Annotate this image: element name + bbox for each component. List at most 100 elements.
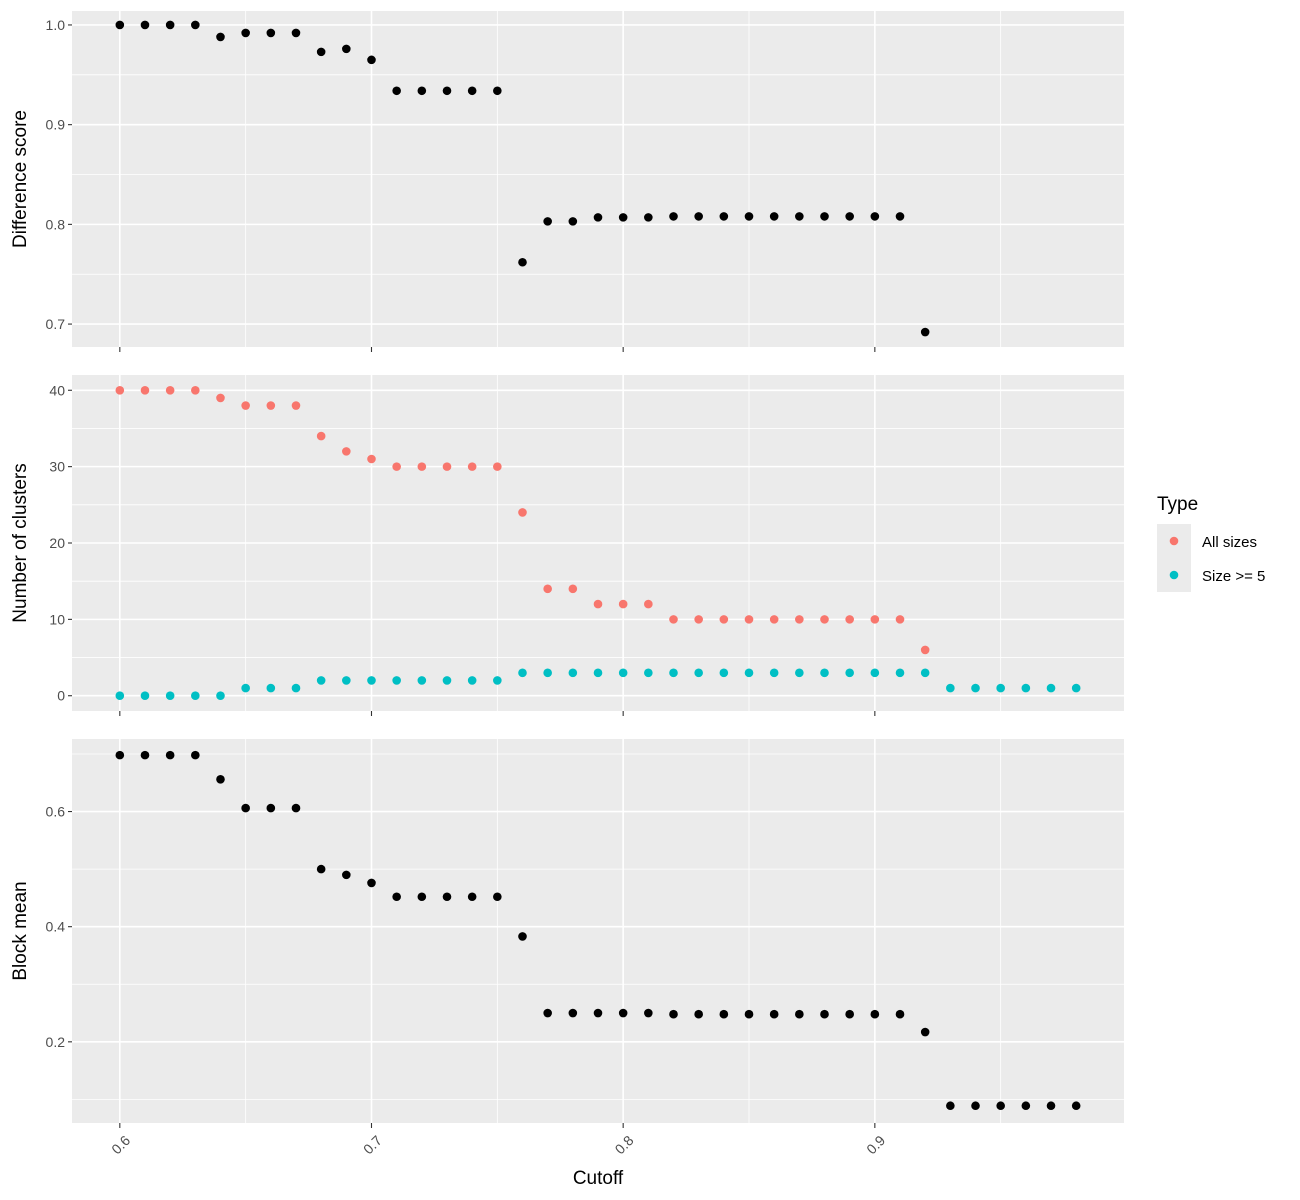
legend-swatch — [1169, 536, 1179, 546]
panel-2: 0 10 20 30 40 Number of clusters — [10, 375, 1124, 716]
data-point — [291, 28, 301, 38]
data-point — [216, 774, 225, 784]
data-point — [493, 676, 502, 685]
y-tick-label: 0.4 — [46, 919, 66, 935]
data-point — [669, 668, 678, 678]
data-point — [845, 615, 854, 624]
data-point — [216, 393, 225, 403]
y-tick-label: 1.0 — [46, 17, 66, 33]
data-point — [467, 462, 477, 471]
data-point — [417, 676, 427, 685]
panel-background — [72, 739, 1124, 1123]
data-point — [996, 683, 1005, 693]
data-point — [769, 615, 779, 624]
data-point — [493, 462, 502, 471]
data-point — [392, 676, 401, 685]
y-tick-label: 0.9 — [46, 117, 66, 133]
data-point — [216, 691, 225, 701]
data-point — [140, 691, 150, 701]
data-point — [1071, 1101, 1081, 1111]
data-point — [467, 892, 477, 902]
series-1 — [115, 750, 1081, 1111]
data-point — [795, 1009, 804, 1019]
y-axis-title: Number of clusters — [10, 463, 31, 622]
data-point — [115, 20, 125, 30]
data-point — [1071, 683, 1081, 693]
data-point — [165, 20, 175, 30]
data-point — [870, 615, 880, 624]
data-point — [367, 454, 376, 464]
x-tick-label: 0.9 — [863, 1132, 888, 1157]
y-tick-label: 0.8 — [46, 216, 66, 232]
data-point — [518, 257, 527, 267]
panel-3: 0.2 0.4 0.6 Block mean — [10, 739, 1124, 1128]
data-point — [593, 668, 603, 678]
data-point — [191, 750, 200, 760]
data-point — [669, 1009, 678, 1019]
data-point — [820, 668, 829, 678]
data-point — [895, 1009, 905, 1019]
data-point — [291, 683, 301, 693]
data-point — [795, 212, 804, 221]
data-point — [996, 1101, 1005, 1111]
data-point — [442, 892, 452, 902]
data-point — [769, 212, 779, 221]
data-point — [920, 327, 930, 337]
y-tick-label: 30 — [49, 459, 65, 475]
data-point — [392, 892, 401, 902]
data-point — [417, 86, 427, 96]
data-point — [971, 683, 980, 693]
data-point — [644, 1008, 653, 1018]
data-point — [316, 47, 326, 57]
data-point — [518, 932, 527, 941]
data-point — [1046, 683, 1056, 693]
data-point — [820, 615, 829, 624]
data-point — [342, 870, 351, 880]
data-point — [971, 1101, 980, 1111]
data-point — [644, 599, 653, 609]
data-point — [920, 1027, 930, 1037]
data-point — [191, 691, 200, 701]
data-point — [367, 676, 376, 685]
data-point — [1021, 1101, 1031, 1111]
data-point — [417, 462, 427, 471]
data-point — [140, 385, 150, 395]
data-point — [618, 1008, 628, 1018]
data-point — [140, 750, 150, 760]
data-point — [467, 676, 477, 685]
y-axis-title: Difference score — [10, 110, 31, 248]
data-point — [694, 615, 703, 624]
x-tick-label: 0.8 — [612, 1132, 637, 1157]
data-point — [568, 1008, 578, 1018]
data-point — [820, 212, 829, 221]
data-point — [719, 615, 729, 624]
data-point — [115, 691, 125, 701]
data-point — [115, 385, 125, 395]
data-point — [241, 28, 250, 38]
data-point — [266, 683, 276, 693]
x-tick-label: 0.7 — [360, 1132, 385, 1157]
data-point — [719, 1009, 729, 1019]
data-point — [669, 615, 678, 624]
data-point — [442, 676, 452, 685]
data-point — [165, 750, 175, 760]
data-point — [593, 599, 603, 609]
data-point — [316, 864, 326, 874]
data-point — [266, 803, 276, 813]
data-point — [1021, 683, 1031, 693]
data-point — [493, 892, 502, 902]
data-point — [593, 1008, 603, 1018]
data-point — [744, 212, 754, 221]
data-point — [870, 1009, 880, 1019]
panel-background — [72, 11, 1124, 347]
data-point — [618, 213, 628, 222]
data-point — [543, 1008, 552, 1018]
data-point — [895, 212, 905, 221]
legend-swatch — [1169, 570, 1179, 580]
y-tick-label: 20 — [49, 535, 65, 551]
data-point — [593, 213, 603, 222]
data-point — [266, 28, 276, 38]
data-point — [140, 20, 150, 30]
data-point — [417, 892, 427, 902]
data-point — [744, 615, 754, 624]
